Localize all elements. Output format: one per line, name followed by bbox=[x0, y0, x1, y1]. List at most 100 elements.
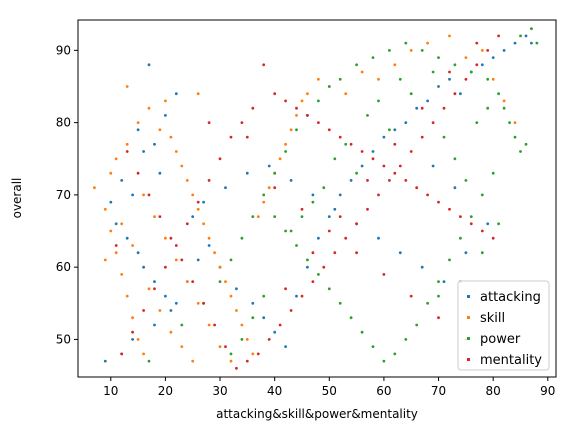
point-skill-19 bbox=[185, 179, 189, 182]
point-mentality-28 bbox=[426, 193, 429, 197]
point-skill-32 bbox=[256, 215, 260, 219]
point-power-13 bbox=[327, 85, 331, 88]
point-mentality-37 bbox=[475, 63, 479, 67]
point-mentality-68 bbox=[136, 171, 140, 175]
point-power-63 bbox=[377, 99, 380, 103]
point-mentality-31 bbox=[459, 215, 462, 219]
point-skill-36 bbox=[278, 157, 282, 161]
point-attacking-9 bbox=[109, 200, 113, 204]
point-skill-57 bbox=[196, 92, 200, 96]
point-power-61 bbox=[398, 77, 402, 81]
point-skill-48 bbox=[409, 49, 413, 52]
point-skill-54 bbox=[502, 99, 506, 103]
point-mentality-86 bbox=[420, 106, 424, 110]
y-tick-label-70: 70 bbox=[56, 188, 71, 202]
point-skill-6 bbox=[131, 316, 135, 320]
point-power-78 bbox=[480, 251, 484, 255]
point-attacking-15 bbox=[164, 294, 167, 298]
point-attacking-35 bbox=[393, 128, 397, 132]
point-mentality-87 bbox=[448, 70, 451, 74]
point-mentality-34 bbox=[491, 236, 495, 240]
point-attacking-4 bbox=[142, 150, 146, 153]
point-mentality-24 bbox=[382, 164, 386, 168]
point-skill-40 bbox=[300, 99, 304, 103]
point-attacking-70 bbox=[431, 164, 435, 168]
point-skill-12 bbox=[136, 121, 140, 124]
point-attacking-34 bbox=[382, 135, 386, 139]
point-mentality-11 bbox=[240, 121, 244, 124]
point-mentality-19 bbox=[327, 128, 331, 132]
point-attacking-24 bbox=[273, 330, 277, 334]
legend-label-attacking: attacking bbox=[480, 290, 541, 305]
series-mentality bbox=[114, 34, 500, 370]
point-skill-64 bbox=[174, 258, 178, 262]
point-attacking-18 bbox=[196, 258, 200, 262]
point-power-0 bbox=[147, 359, 151, 363]
point-skill-29 bbox=[240, 323, 244, 327]
series-skill bbox=[93, 34, 517, 363]
point-attacking-40 bbox=[448, 77, 451, 81]
point-skill-22 bbox=[202, 222, 206, 226]
point-mentality-22 bbox=[360, 150, 364, 153]
point-power-70 bbox=[311, 200, 315, 204]
point-mentality-47 bbox=[366, 207, 369, 211]
point-power-6 bbox=[251, 215, 255, 219]
point-attacking-54 bbox=[191, 215, 195, 219]
point-power-45 bbox=[327, 287, 331, 291]
point-mentality-70 bbox=[114, 244, 118, 247]
point-power-28 bbox=[519, 150, 522, 153]
point-mentality-43 bbox=[409, 150, 413, 153]
point-power-26 bbox=[508, 121, 511, 124]
point-skill-8 bbox=[142, 352, 146, 356]
point-skill-47 bbox=[393, 63, 397, 67]
points-layer bbox=[93, 27, 539, 370]
point-mentality-56 bbox=[267, 338, 271, 341]
point-skill-2 bbox=[109, 229, 113, 233]
point-skill-56 bbox=[125, 85, 129, 88]
point-power-7 bbox=[262, 193, 266, 197]
point-power-30 bbox=[491, 171, 495, 175]
point-attacking-8 bbox=[158, 171, 162, 175]
y-tick-label-90: 90 bbox=[56, 43, 71, 57]
point-mentality-38 bbox=[464, 77, 468, 81]
x-tick-label-80: 80 bbox=[486, 384, 501, 398]
point-attacking-66 bbox=[442, 280, 446, 283]
point-skill-52 bbox=[480, 49, 484, 52]
point-power-36 bbox=[426, 301, 429, 305]
point-skill-53 bbox=[491, 77, 495, 81]
point-power-72 bbox=[289, 229, 293, 233]
point-attacking-28 bbox=[317, 236, 320, 240]
point-mentality-0 bbox=[120, 352, 124, 356]
x-tick-label-30: 30 bbox=[212, 384, 227, 398]
point-attacking-3 bbox=[136, 128, 140, 132]
point-mentality-21 bbox=[349, 142, 353, 146]
point-power-49 bbox=[284, 229, 287, 233]
point-skill-46 bbox=[377, 77, 380, 81]
point-attacking-48 bbox=[530, 41, 533, 45]
point-mentality-10 bbox=[229, 135, 233, 139]
point-mentality-82 bbox=[311, 251, 315, 255]
point-power-10 bbox=[295, 128, 298, 132]
point-mentality-8 bbox=[207, 179, 211, 182]
point-power-66 bbox=[344, 142, 348, 146]
point-attacking-30 bbox=[338, 193, 342, 197]
point-attacking-52 bbox=[153, 323, 156, 327]
point-skill-67 bbox=[207, 323, 211, 327]
point-attacking-55 bbox=[202, 200, 206, 204]
y-axis-label: overall bbox=[10, 178, 24, 219]
point-attacking-0 bbox=[147, 63, 151, 67]
point-attacking-2 bbox=[164, 114, 167, 117]
point-mentality-79 bbox=[437, 316, 440, 320]
point-power-64 bbox=[366, 114, 369, 117]
point-power-35 bbox=[437, 280, 440, 283]
point-mentality-1 bbox=[131, 330, 135, 334]
point-power-55 bbox=[464, 179, 468, 182]
point-attacking-33 bbox=[371, 150, 375, 153]
point-power-62 bbox=[431, 70, 435, 74]
point-skill-25 bbox=[218, 265, 222, 269]
point-power-54 bbox=[229, 352, 233, 356]
point-attacking-69 bbox=[453, 186, 457, 190]
point-skill-63 bbox=[164, 236, 167, 240]
point-power-52 bbox=[251, 316, 255, 320]
point-attacking-27 bbox=[306, 265, 309, 269]
